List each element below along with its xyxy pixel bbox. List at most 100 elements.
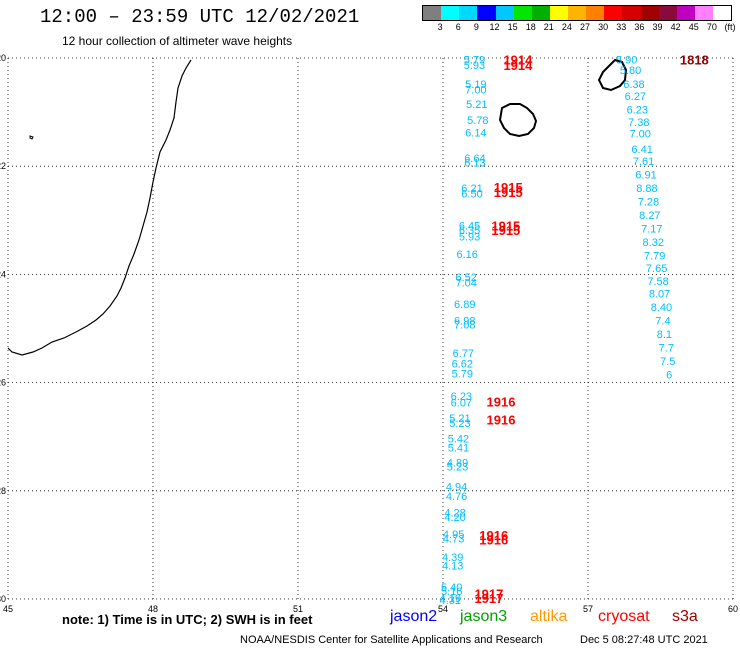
- legend-swatch: [604, 6, 623, 20]
- map-grid: [7, 57, 734, 600]
- lat-tick-label: -28: [0, 486, 6, 496]
- wave-height-label: 5.16: [441, 586, 462, 598]
- wave-height-label: 4.76: [446, 491, 467, 503]
- wave-height-label: 5.23: [447, 461, 468, 473]
- legend-swatch: [477, 6, 496, 20]
- pass-time-label: 1915: [494, 180, 523, 195]
- wave-height-label: 8.1: [657, 329, 672, 341]
- pass-time-label: 1917: [474, 591, 503, 606]
- wave-height-label: 5.42: [448, 433, 469, 445]
- wave-height-label: 6.07: [451, 398, 472, 410]
- wave-height-label: 6.64: [464, 153, 485, 165]
- legend-label: 42: [670, 22, 681, 32]
- wave-height-label: 7.08: [454, 320, 475, 332]
- wave-height-label: 5.19: [465, 79, 486, 91]
- wave-height-label: 7.65: [646, 263, 667, 275]
- wave-height-label: 6.23: [627, 104, 648, 116]
- pass-time-label: 1916: [479, 528, 508, 543]
- satellite-name-altika: altika: [530, 608, 568, 625]
- legend-swatch: [658, 6, 677, 20]
- legend-label: 18: [525, 22, 536, 32]
- page-subtitle: 12 hour collection of altimeter wave hei…: [62, 34, 293, 48]
- wave-height-label: 7.58: [647, 276, 668, 288]
- timestamp: Dec 5 08:27:48 UTC 2021: [580, 634, 708, 646]
- wave-height-label: 6.14: [465, 128, 486, 140]
- wave-height-label: 5.90: [616, 55, 637, 67]
- wave-height-label: 7.38: [628, 117, 649, 129]
- legend-swatch: [495, 6, 514, 20]
- wave-height-label: 5.40: [441, 582, 462, 594]
- pass-time-label: 1915: [494, 185, 523, 200]
- legend-swatch: [423, 6, 442, 20]
- lon-tick-label: 45: [3, 604, 13, 614]
- legend-label: 15: [507, 22, 518, 32]
- wave-height-label: 5.80: [620, 65, 641, 77]
- legend-label: 3: [437, 22, 443, 32]
- wave-height-label: 7.28: [638, 196, 659, 208]
- islet-outline: [29, 135, 34, 140]
- pass-time-label: 1914: [503, 58, 533, 73]
- wave-height-label: 6.27: [625, 91, 646, 103]
- wave-height-label: 4.13: [442, 560, 463, 572]
- legend-swatch: [441, 6, 460, 20]
- wave-height-label: 8.27: [639, 210, 660, 222]
- wave-height-label: 6.21: [461, 183, 482, 195]
- wave-height-label: 6.62: [452, 359, 473, 371]
- legend-swatch: [568, 6, 587, 20]
- legend-label: 21: [543, 22, 554, 32]
- lat-tick-label: -30: [0, 594, 6, 604]
- legend-label: 12: [489, 22, 500, 32]
- wave-height-label: 5.41: [448, 443, 469, 455]
- legend-label: 24: [561, 22, 572, 32]
- color-legend-labels: 3 6 9 12 15 18 21 24 27 30 33 36 39 42 45 70 (ft): [422, 22, 740, 34]
- wave-height-label: 6.91: [635, 169, 656, 181]
- land-outlines: [7, 58, 628, 356]
- reunion-island-outline: [498, 103, 538, 138]
- wave-height-label: 4.95: [443, 529, 464, 541]
- legend-label: 45: [688, 22, 699, 32]
- wave-height-label: 4.94: [446, 481, 467, 493]
- wave-height-label: 7.61: [633, 156, 654, 168]
- wave-height-label: 8.32: [643, 237, 664, 249]
- wave-height-label: 7.5: [660, 356, 675, 368]
- lat-tick-label: -26: [0, 378, 6, 388]
- wave-height-label: 6.23: [451, 391, 472, 403]
- lat-tick-label: -24: [0, 269, 6, 279]
- wave-height-label: 6.50: [461, 188, 482, 200]
- wave-height-values: 5.795.935.197.005.215.786.146.646.136.21…: [440, 55, 676, 607]
- satellite-name-cryosat: cryosat: [598, 608, 650, 625]
- wave-height-label: 6.38: [623, 79, 644, 91]
- wave-height-label: 7.79: [644, 250, 665, 262]
- wave-height-label: 7.17: [641, 223, 662, 235]
- wave-height-label: 6.13: [464, 157, 485, 169]
- wave-height-label: 7.00: [465, 84, 486, 96]
- color-legend: [422, 5, 732, 21]
- legend-swatch: [622, 6, 641, 20]
- wave-height-label: 4.39: [442, 552, 463, 564]
- wave-height-label: 5.79: [452, 368, 473, 380]
- wave-height-label: 4.89: [447, 458, 468, 470]
- wave-height-label: 5.93: [464, 60, 485, 72]
- wave-height-label: 6.45: [459, 221, 480, 233]
- legend-swatch: [513, 6, 532, 20]
- legend-swatch: [459, 6, 478, 20]
- legend-swatch: [586, 6, 605, 20]
- satellite-name-jason3: jason3: [460, 608, 508, 625]
- axis-tick-labels: 45 48 51 54 57 60 -20 -22 -24 -26 -28 -30: [0, 53, 738, 614]
- wave-height-label: 8.88: [636, 183, 657, 195]
- lon-tick-label: 60: [728, 604, 738, 614]
- footer-note: note: 1) Time is in UTC; 2) SWH is in fe…: [62, 612, 313, 627]
- pass-time-label: 1916: [479, 532, 508, 547]
- pass-time-label: 1818: [680, 53, 709, 68]
- mauritius-island-outline: [597, 58, 628, 92]
- wave-height-label: 5.78: [467, 115, 488, 127]
- legend-label: 39: [652, 22, 663, 32]
- lon-tick-label: 57: [583, 604, 593, 614]
- lon-tick-label: 51: [293, 604, 303, 614]
- madagascar-coastline: [7, 59, 192, 356]
- pass-time-label: 1914: [503, 53, 533, 68]
- lon-tick-label: 54: [438, 604, 448, 614]
- wave-height-label: 6.41: [631, 144, 652, 156]
